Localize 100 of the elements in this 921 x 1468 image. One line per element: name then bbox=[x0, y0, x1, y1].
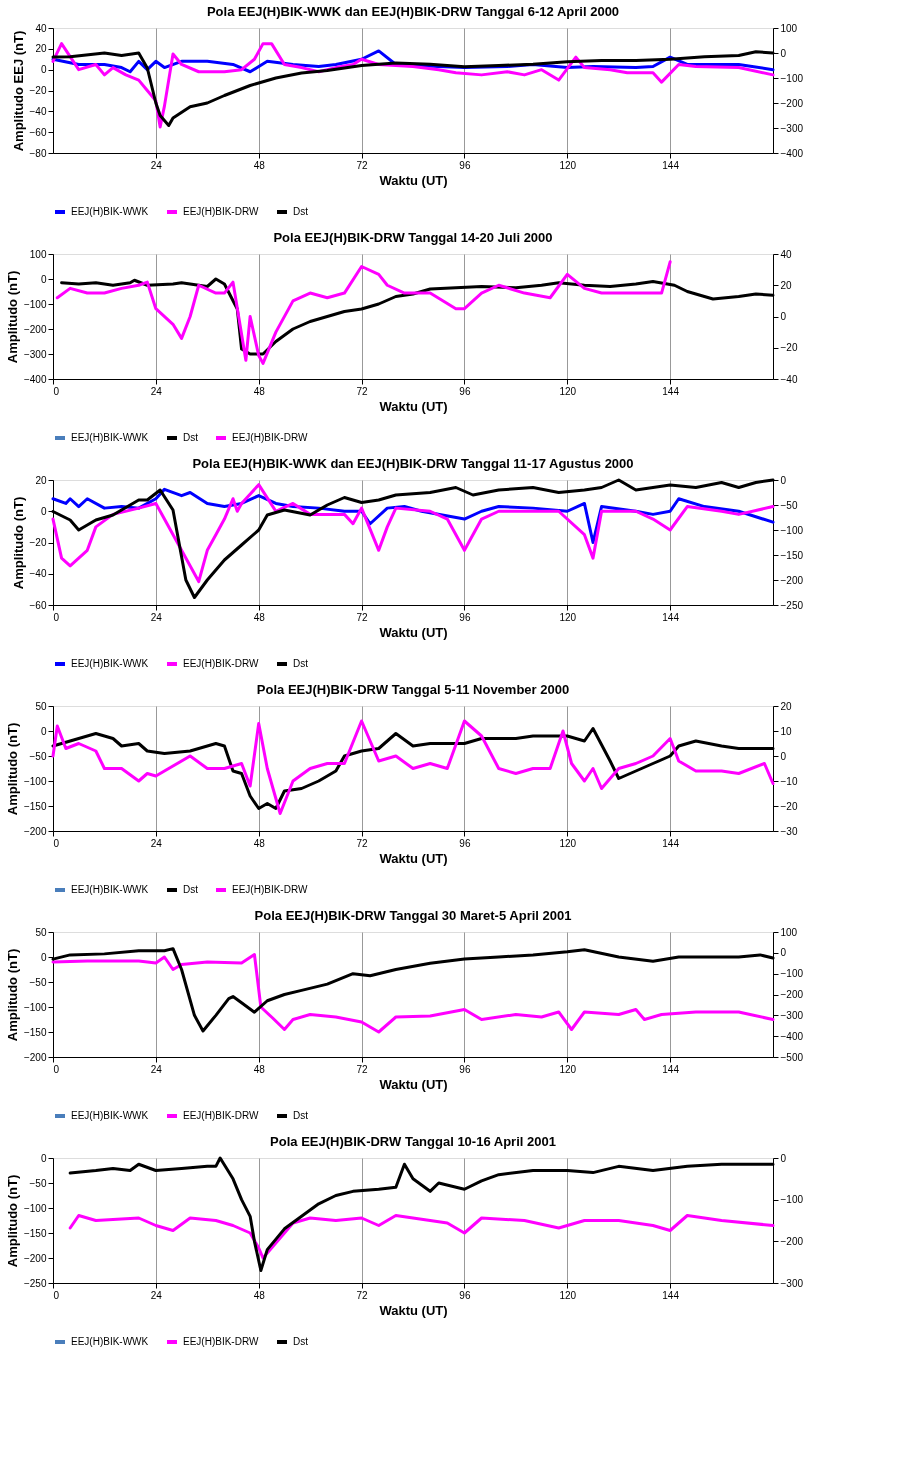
y-tick-label: 0 bbox=[40, 951, 47, 963]
y-axis-title: Amplitudo (nT) bbox=[4, 722, 20, 816]
y-tick-label: −40 bbox=[29, 568, 47, 580]
x-tick-label: 144 bbox=[662, 1063, 680, 1075]
y-tick-label: 20 bbox=[35, 43, 47, 55]
y-axis-title: Amplitudo (nT) bbox=[10, 496, 26, 590]
legend-label: EEJ(H)BIK-DRW bbox=[183, 1336, 259, 1347]
y-axis-title: Amplitudo (nT) bbox=[4, 948, 20, 1042]
y-tick-label: 0 bbox=[40, 725, 47, 737]
legend-label: EEJ(H)BIK-WWK bbox=[71, 206, 149, 217]
x-tick-label: 48 bbox=[253, 385, 266, 397]
y-tick-label: 0 bbox=[40, 273, 47, 285]
x-tick-label: 120 bbox=[559, 837, 577, 849]
chart-title: Pola EEJ(H)BIK-WWK dan EEJ(H)BIK-DRW Tanggal 11-17 Agustus 2000 bbox=[192, 456, 634, 471]
legend-label: EEJ(H)BIK-WWK bbox=[71, 432, 149, 443]
y-tick-label: 100 bbox=[29, 248, 47, 260]
y-tick-label: −200 bbox=[23, 825, 47, 837]
y-tick-label: −300 bbox=[23, 348, 47, 360]
y2-tick-label: −250 bbox=[780, 599, 804, 611]
y-tick-label: −100 bbox=[23, 775, 47, 787]
legend-label: EEJ(H)BIK-DRW bbox=[232, 884, 308, 895]
x-tick-label: 72 bbox=[356, 159, 369, 171]
x-tick-label: 72 bbox=[356, 611, 369, 623]
y2-tick-label: −300 bbox=[780, 1009, 804, 1021]
y2-tick-label: 20 bbox=[780, 700, 793, 712]
chart-title: Pola EEJ(H)BIK-WWK dan EEJ(H)BIK-DRW Tanggal 6-12 April 2000 bbox=[206, 4, 620, 19]
y2-tick-label: 10 bbox=[780, 725, 793, 737]
y-axis-title: Amplitudo (nT) bbox=[4, 1174, 20, 1268]
y2-tick-label: −300 bbox=[780, 122, 804, 134]
x-tick-label: 144 bbox=[662, 159, 680, 171]
y2-tick-label: 0 bbox=[780, 47, 787, 59]
y-tick-label: 20 bbox=[35, 474, 47, 486]
legend-label: EEJ(H)BIK-WWK bbox=[71, 884, 149, 895]
y2-tick-label: −200 bbox=[780, 1235, 804, 1247]
x-tick-label: 144 bbox=[662, 837, 680, 849]
x-tick-label: 24 bbox=[150, 1289, 163, 1301]
x-tick-label: 0 bbox=[53, 837, 60, 849]
legend-label: Dst bbox=[183, 432, 199, 443]
x-axis-title: Waktu (UT) bbox=[379, 624, 448, 640]
y2-tick-label: −200 bbox=[780, 97, 804, 109]
chart-title: Pola EEJ(H)BIK-DRW Tanggal 30 Maret-5 April 2001 bbox=[254, 908, 572, 923]
y2-tick-label: 40 bbox=[780, 248, 793, 260]
x-tick-label: 144 bbox=[662, 1289, 680, 1301]
y-tick-label: −150 bbox=[23, 1227, 47, 1239]
y-tick-label: −400 bbox=[23, 373, 47, 385]
y-tick-label: −200 bbox=[23, 1252, 47, 1264]
x-tick-label: 0 bbox=[53, 611, 60, 623]
y-tick-label: −200 bbox=[23, 323, 47, 335]
x-tick-label: 96 bbox=[459, 837, 471, 849]
x-tick-label: 48 bbox=[253, 611, 266, 623]
legend-label: EEJ(H)BIK-DRW bbox=[183, 1110, 259, 1121]
y-tick-label: −100 bbox=[23, 1202, 47, 1214]
y2-tick-label: −30 bbox=[780, 825, 798, 837]
x-tick-label: 48 bbox=[253, 837, 266, 849]
legend-label: Dst bbox=[183, 884, 199, 895]
x-tick-label: 48 bbox=[253, 1063, 266, 1075]
y-tick-label: −150 bbox=[23, 1026, 47, 1038]
y2-tick-label: −100 bbox=[780, 524, 804, 536]
y2-tick-label: 0 bbox=[780, 947, 787, 959]
x-tick-label: 96 bbox=[459, 611, 471, 623]
y-tick-label: −50 bbox=[29, 976, 47, 988]
chart-title: Pola EEJ(H)BIK-DRW Tanggal 10-16 April 2001 bbox=[270, 1134, 556, 1149]
y-tick-label: −50 bbox=[29, 750, 47, 762]
legend-label: Dst bbox=[293, 1336, 309, 1347]
legend-label: EEJ(H)BIK-WWK bbox=[71, 1110, 149, 1121]
x-tick-label: 72 bbox=[356, 837, 369, 849]
x-axis-title: Waktu (UT) bbox=[379, 1076, 448, 1092]
y-tick-label: −20 bbox=[29, 85, 47, 96]
line-series bbox=[55, 260, 672, 365]
y-tick-label: 0 bbox=[40, 1152, 47, 1164]
legend-label: Dst bbox=[293, 206, 309, 217]
x-axis-title: Waktu (UT) bbox=[379, 850, 448, 866]
y2-tick-label: 0 bbox=[780, 311, 787, 322]
x-tick-label: 24 bbox=[150, 611, 163, 623]
x-tick-label: 72 bbox=[356, 1289, 369, 1301]
y2-tick-label: −40 bbox=[780, 373, 798, 385]
x-tick-label: 24 bbox=[150, 385, 163, 397]
y-tick-label: −60 bbox=[29, 126, 47, 138]
x-tick-label: 0 bbox=[53, 1063, 60, 1075]
x-tick-label: 72 bbox=[356, 385, 369, 397]
y2-tick-label: −200 bbox=[780, 989, 804, 1000]
y2-tick-label: −100 bbox=[780, 968, 804, 980]
x-axis-title: Waktu (UT) bbox=[379, 172, 448, 188]
y-tick-label: −60 bbox=[29, 599, 47, 611]
x-axis-title: Waktu (UT) bbox=[379, 1302, 448, 1318]
x-tick-label: 24 bbox=[150, 1063, 163, 1075]
x-tick-label: 144 bbox=[662, 385, 680, 397]
x-tick-label: 72 bbox=[356, 1063, 369, 1075]
y2-tick-label: −100 bbox=[780, 72, 804, 84]
y-tick-label: −200 bbox=[23, 1051, 47, 1063]
x-tick-label: 120 bbox=[559, 1289, 577, 1301]
x-tick-label: 24 bbox=[150, 159, 163, 171]
legend-label: Dst bbox=[293, 658, 309, 669]
y-tick-label: −50 bbox=[29, 1177, 47, 1189]
y2-tick-label: −50 bbox=[780, 499, 798, 511]
y2-tick-label: −150 bbox=[780, 549, 804, 561]
line-series bbox=[68, 1214, 775, 1260]
y2-tick-label: −400 bbox=[780, 147, 804, 159]
y-tick-label: −100 bbox=[23, 298, 47, 310]
chart-title: Pola EEJ(H)BIK-DRW Tanggal 5-11 November 2000 bbox=[256, 682, 570, 697]
